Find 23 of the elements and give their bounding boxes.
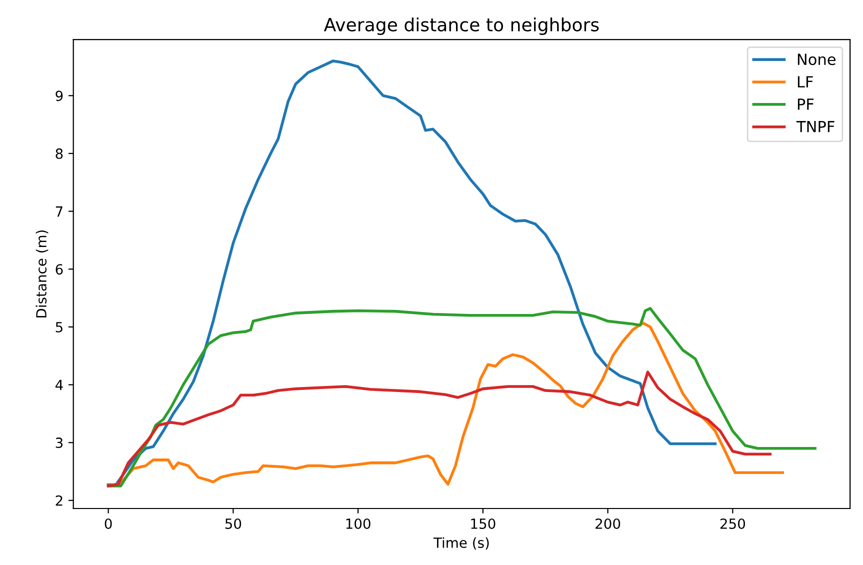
line-series	[106, 60, 717, 486]
y-tick-label: 5	[56, 322, 62, 332]
x-tick-label: 150	[471, 518, 496, 529]
chart-title: Average distance to neighbors	[324, 17, 599, 35]
x-tick-label: 50	[225, 518, 242, 529]
y-tick-label: 7	[56, 206, 62, 217]
y-axis-title: Distance (m)	[36, 230, 48, 318]
legend-label: LF	[798, 76, 813, 88]
x-axis-title: Time (s)	[433, 537, 489, 550]
x-tick-label: 100	[346, 518, 370, 529]
x-tick-label: 200	[596, 518, 620, 529]
y-tick-label: 3	[56, 438, 63, 448]
line-series	[106, 370, 772, 488]
legend-label: TNPF	[796, 121, 834, 132]
legend-label: None	[798, 54, 836, 66]
legend-label: PF	[798, 98, 814, 110]
x-tick-label: 0	[104, 518, 112, 529]
x-tick-label: 250	[720, 518, 746, 529]
y-tick-label: 4	[55, 380, 63, 390]
y-tick-label: 8	[56, 148, 63, 159]
y-tick-label: 9	[56, 90, 63, 102]
y-tick-label: 2	[56, 495, 62, 506]
y-tick-label: 6	[56, 264, 63, 275]
